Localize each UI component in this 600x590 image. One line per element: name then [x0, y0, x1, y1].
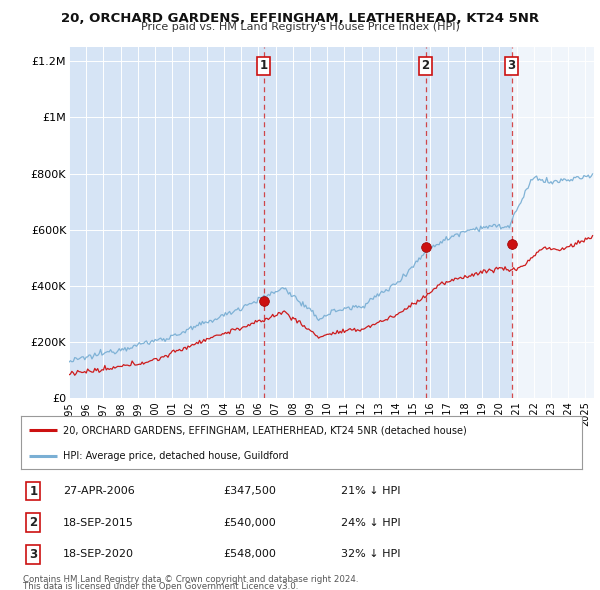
Text: £347,500: £347,500	[223, 486, 276, 496]
Text: Price paid vs. HM Land Registry's House Price Index (HPI): Price paid vs. HM Land Registry's House …	[140, 22, 460, 32]
Text: 18-SEP-2020: 18-SEP-2020	[63, 549, 134, 559]
Text: 2: 2	[422, 60, 430, 73]
Text: 21% ↓ HPI: 21% ↓ HPI	[341, 486, 400, 496]
Text: Contains HM Land Registry data © Crown copyright and database right 2024.: Contains HM Land Registry data © Crown c…	[23, 575, 358, 584]
Text: 18-SEP-2015: 18-SEP-2015	[63, 518, 134, 527]
Text: 2: 2	[29, 516, 37, 529]
Text: 3: 3	[29, 548, 37, 561]
Text: 24% ↓ HPI: 24% ↓ HPI	[341, 518, 400, 527]
Text: £540,000: £540,000	[223, 518, 276, 527]
Text: £548,000: £548,000	[223, 549, 276, 559]
Text: 20, ORCHARD GARDENS, EFFINGHAM, LEATHERHEAD, KT24 5NR (detached house): 20, ORCHARD GARDENS, EFFINGHAM, LEATHERH…	[63, 425, 467, 435]
Bar	[512, 47, 594, 398]
Text: 20, ORCHARD GARDENS, EFFINGHAM, LEATHERHEAD, KT24 5NR: 20, ORCHARD GARDENS, EFFINGHAM, LEATHERH…	[61, 12, 539, 25]
Text: 32% ↓ HPI: 32% ↓ HPI	[341, 549, 400, 559]
Bar	[512, 47, 594, 398]
Text: 27-APR-2006: 27-APR-2006	[63, 486, 135, 496]
Text: 1: 1	[29, 484, 37, 497]
Text: 3: 3	[508, 60, 516, 73]
Text: This data is licensed under the Open Government Licence v3.0.: This data is licensed under the Open Gov…	[23, 582, 298, 590]
Text: HPI: Average price, detached house, Guildford: HPI: Average price, detached house, Guil…	[63, 451, 289, 461]
Text: 1: 1	[260, 60, 268, 73]
